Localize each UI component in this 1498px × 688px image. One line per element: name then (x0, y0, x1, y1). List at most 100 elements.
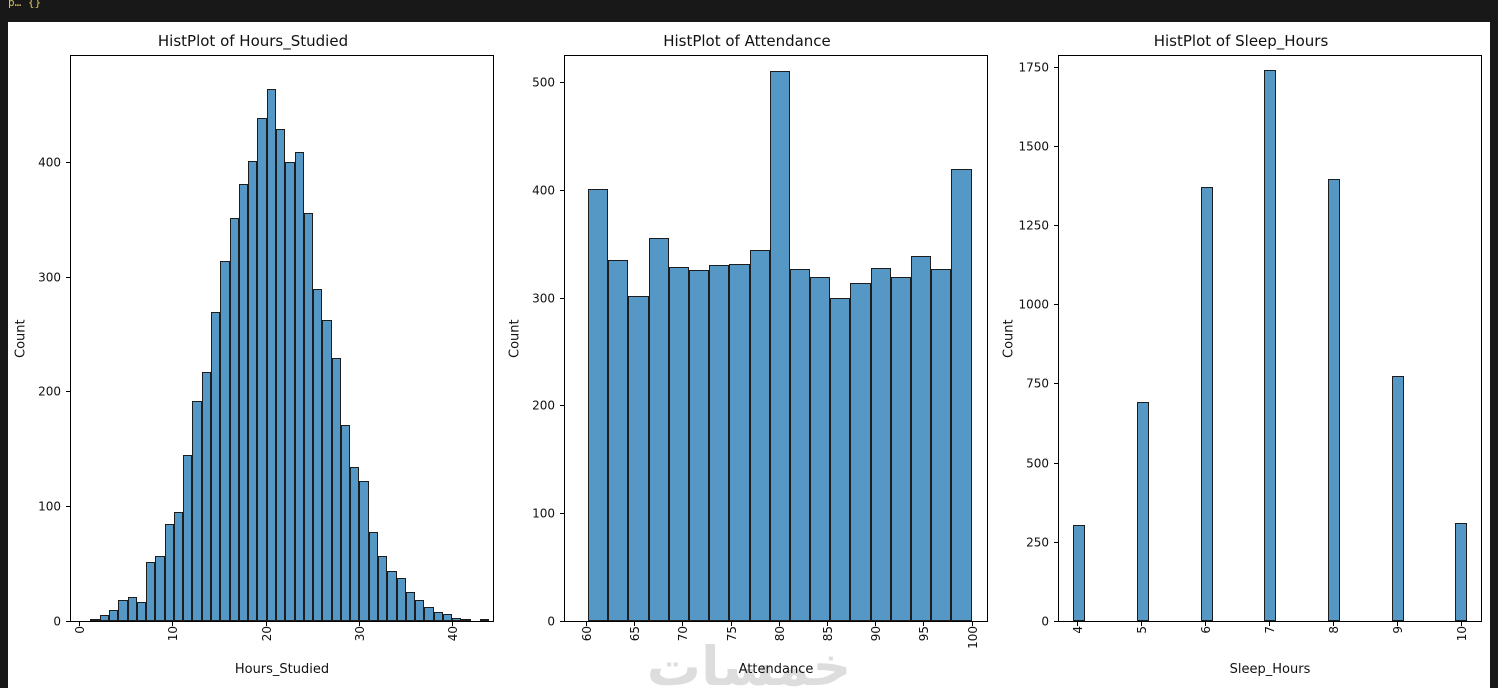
y-tick-mark (1054, 66, 1058, 68)
histogram-bar (359, 481, 369, 621)
editor-top-strip: p… {} (0, 0, 1498, 22)
histogram-bar (136, 601, 147, 621)
histogram-bar (192, 401, 202, 621)
y-tick-label: 1750 (1018, 60, 1049, 75)
histogram-bar (951, 168, 972, 621)
subplot-hours-studied: HistPlot of Hours_Studied Count 0 100 200 3… (8, 22, 502, 688)
x-axis-label: Attendance (738, 662, 814, 677)
x-tick-label: 10 (1455, 626, 1470, 642)
x-tick-label: 10 (166, 626, 181, 642)
histogram-bar (118, 600, 128, 621)
y-tick-mark (1054, 541, 1058, 543)
x-tick-label: 90 (869, 626, 884, 642)
y-tick-label: 750 (1026, 376, 1049, 391)
x-tick-label: 60 (580, 626, 595, 642)
histogram-bar (248, 161, 258, 621)
x-axis-label: Sleep_Hours (1229, 662, 1311, 677)
histogram-bar (396, 577, 406, 621)
chart-body: Count 0 250 500 750 1000 1250 1500 1750 4 5 6 7 8 9 1… (1000, 55, 1482, 682)
histogram-bar (109, 609, 119, 621)
histogram-bar (749, 250, 770, 621)
histogram-bar (201, 371, 212, 621)
x-tick-mark (1205, 622, 1207, 626)
y-tick-label: 300 (532, 291, 555, 306)
histogram-bar (405, 592, 416, 621)
histogram-bar (220, 260, 230, 621)
x-tick-label: 5 (1135, 626, 1150, 634)
y-tick-label: 100 (532, 506, 555, 521)
x-tick-label: 75 (724, 626, 739, 642)
histogram-bar (415, 600, 425, 621)
subplot-sleep-hours: HistPlot of Sleep_Hours Count 0 250 500 750… (996, 22, 1490, 688)
y-tick-label: 0 (53, 614, 61, 629)
x-axis-ticks: 4 5 6 7 8 9 10 (1058, 622, 1482, 662)
histogram-bar (183, 455, 193, 621)
y-tick-mark (66, 276, 70, 278)
plot-area (70, 55, 494, 622)
y-axis-label: Count (13, 319, 29, 358)
y-tick-label: 0 (547, 614, 555, 629)
y-tick-label: 1250 (1018, 218, 1049, 233)
histogram-bar (433, 611, 443, 621)
histogram-bar (830, 297, 851, 621)
x-tick-mark (634, 622, 636, 626)
x-tick-label: 9 (1391, 626, 1406, 634)
histogram-bar (285, 162, 295, 621)
x-tick-mark (1141, 622, 1143, 626)
x-axis-ticks: 0 10 20 30 40 (70, 622, 494, 662)
x-tick-mark (1269, 622, 1271, 626)
y-tick-label: 1000 (1018, 297, 1049, 312)
subplot-attendance: HistPlot of Attendance Count 0 100 200 300 4… (502, 22, 996, 688)
histogram-bar (1327, 179, 1340, 621)
x-tick-mark (1077, 622, 1079, 626)
histogram-bar (608, 260, 629, 621)
y-tick-label: 500 (1026, 456, 1049, 471)
histogram-bar (313, 289, 323, 621)
y-tick-mark (66, 506, 70, 508)
histogram-bar (303, 212, 314, 621)
y-axis-ticks: 0 100 200 300 400 (30, 55, 70, 628)
y-tick-mark (1054, 304, 1058, 306)
histogram-bar (688, 269, 710, 621)
x-tick-label: 6 (1199, 626, 1214, 634)
histogram-bar (1264, 70, 1277, 621)
x-tick-mark (586, 622, 588, 626)
histogram-bar (789, 268, 811, 621)
x-tick-mark (358, 622, 360, 626)
histogram-bar (229, 218, 239, 621)
histogram-bar (164, 523, 174, 621)
histogram-bar (322, 320, 332, 621)
y-tick-mark (1054, 462, 1058, 464)
x-tick-label: 20 (259, 626, 274, 642)
y-tick-mark (1054, 383, 1058, 385)
histogram-bar (350, 466, 360, 621)
y-tick-label: 250 (1026, 535, 1049, 550)
y-tick-mark (560, 513, 564, 515)
x-tick-mark (827, 622, 829, 626)
y-axis-ticks: 0 250 500 750 1000 1250 1500 1750 (1018, 55, 1058, 628)
y-tick-label: 400 (38, 155, 61, 170)
y-tick-label: 400 (532, 183, 555, 198)
x-tick-label: 65 (628, 626, 643, 642)
histogram-bar (377, 555, 388, 621)
x-tick-label: 0 (73, 626, 88, 634)
histogram-bar (368, 531, 378, 621)
histogram-bar (1391, 376, 1404, 621)
x-tick-mark (682, 622, 684, 626)
y-tick-mark (66, 391, 70, 393)
histogram-bar (442, 614, 453, 621)
histogram-bar (890, 277, 912, 621)
y-tick-mark (66, 621, 70, 622)
y-axis-label: Count (1001, 319, 1017, 358)
histogram-bar (1200, 187, 1213, 621)
x-tick-mark (923, 622, 925, 626)
y-tick-label: 200 (38, 384, 61, 399)
histogram-bar (729, 264, 750, 621)
x-tick-label: 7 (1263, 626, 1278, 634)
histogram-bar (294, 152, 304, 621)
y-axis-label: Count (507, 319, 523, 358)
histogram-bar (266, 89, 276, 621)
chart-title: HistPlot of Hours_Studied (157, 32, 349, 50)
histogram-bar (648, 237, 669, 621)
